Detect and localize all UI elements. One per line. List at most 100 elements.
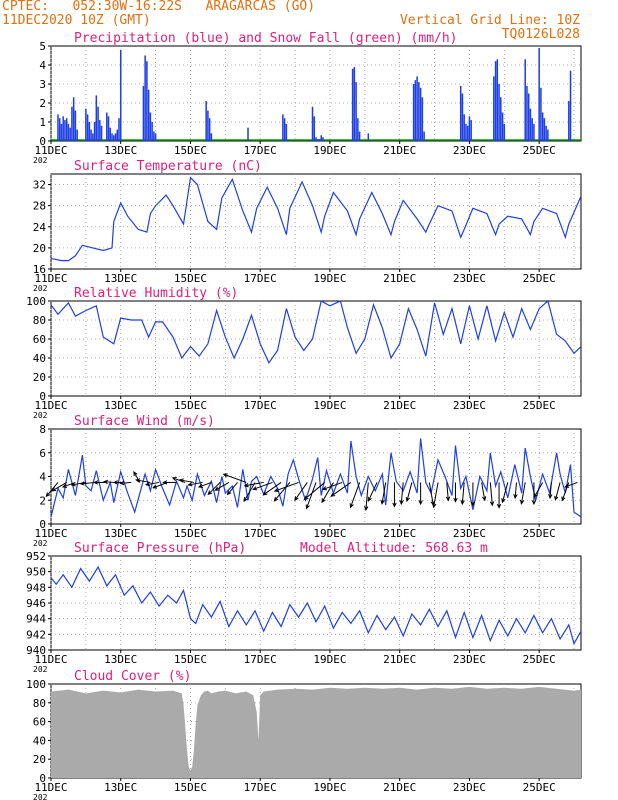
precip-bar [72,97,75,141]
wind-vector-head [133,471,138,477]
y-tick-label: 940 [26,644,46,657]
x-tick-label: 19DEC [313,399,346,412]
y-tick-label: 0 [39,135,46,148]
precip-bar [320,135,322,141]
y-tick-label: 40 [33,734,46,747]
precip-bar [74,110,77,141]
wind-vector-head [162,480,168,485]
precip-bar [527,93,530,141]
precip-bar [76,129,78,141]
y-tick-label: 20 [33,371,46,384]
wind-vector [381,482,387,504]
precip-bar [144,55,146,141]
precip-bar [416,76,418,141]
x-tick-label: 11DEC [34,781,67,794]
precip-bar [95,95,98,141]
wind-vector-head [453,497,458,503]
wind-vector-head [273,487,279,492]
precip-bar [57,114,59,141]
y-tick-label: 80 [33,697,46,710]
precip-bar [207,110,209,141]
wind-vector [406,482,413,502]
y-tick-label: 2 [39,97,46,110]
precip-bar [146,61,148,142]
x-tick-label: 19DEC [313,527,346,540]
y-tick-label: 28 [33,200,46,213]
wind-vector-head [321,486,328,491]
wind-vector [502,482,509,503]
wind-vector [294,482,308,501]
x-tick-label: 19DEC [313,781,346,794]
wind-vector [243,482,256,502]
wind-vector [274,482,291,502]
y-tick-label: 40 [33,352,46,365]
wind-vector [46,482,59,497]
precip-bar [503,123,506,141]
wind-vector-head [392,502,397,508]
precip-bar [311,106,314,141]
wind-vector-head [489,501,495,507]
precip-bar [419,87,422,141]
precip-bar [116,129,119,141]
y-tick-label: 60 [33,333,46,346]
y-tick-label: 100 [26,678,46,691]
wind-vector-head [470,501,476,507]
wind-vector-head [519,499,525,505]
x-tick-label: 13DEC [104,399,137,412]
precip-bar [92,133,94,141]
precip-bar [107,116,110,141]
x-tick-label: 19DEC [313,272,346,285]
wind-vector-head [243,483,249,488]
precip-bar [468,116,471,141]
precip-bar [543,118,546,141]
cloud-cover-area [51,686,581,778]
wind-vector-head [399,500,404,506]
y-tick-label: 0 [39,772,46,785]
wind-vector [446,482,449,501]
precip-bar [466,125,469,141]
wind-vector-head [214,486,220,491]
y-tick-label: 3 [39,78,46,91]
precip-bar [113,135,115,141]
precip-bar [494,61,497,142]
wind-vector [554,482,561,500]
x-tick-label: 19DEC [313,653,346,666]
panel-subtitle: Model Altitude: 568.63 m [300,541,488,556]
precip-bar [531,118,533,141]
wind-vector-head [321,498,326,504]
x-tick-label: 25DEC [523,399,556,412]
x-tick-label: 17DEC [244,781,277,794]
wind-vector [227,482,238,495]
wind-vector-head [112,480,118,485]
header-left-line1: CPTEC: 052:30W-16:22S ARAGARCAS (GO) [2,0,316,14]
precip-bar [465,123,467,141]
y-tick-label: 20 [33,242,46,255]
wind-vector [188,481,203,486]
wind-vector-head [330,492,336,497]
wind-vector [136,479,151,483]
wind-vector-head [119,480,125,486]
y-tick-label: 4 [39,59,46,72]
x-tick-label: 15DEC [174,144,207,157]
precip-bar [423,131,425,141]
wind-vector [549,482,552,499]
wind-vector-head [51,487,57,492]
pres-panel: 940 942 944 946 948 950 952 11DEC 13DEC 15DEC 17DE… [26,541,582,674]
wind-vector-head [364,506,369,512]
x-tick-label: 17DEC [244,399,277,412]
precip-bar [351,68,354,141]
wind-vector [304,482,326,500]
wind-vector-head [513,494,518,500]
y-tick-label: 60 [33,716,46,729]
y-tick-label: 942 [26,628,46,641]
precip-bar [541,112,544,141]
precip-bar [151,122,153,141]
wind-vector [330,482,352,497]
wind-vector [253,481,273,490]
wind-vector [71,481,86,486]
x-tick-label: 23DEC [453,399,486,412]
rh-series-line [50,299,582,365]
precip-bar [461,93,464,141]
wind-series-line [50,438,582,518]
